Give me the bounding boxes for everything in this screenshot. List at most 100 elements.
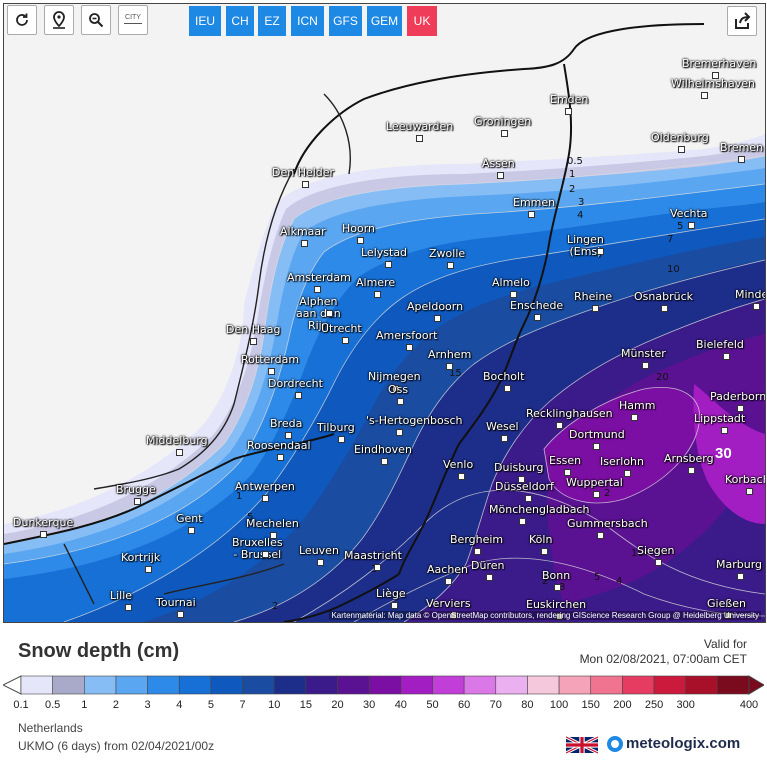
- valid-label: Valid for: [703, 637, 747, 651]
- model-button-uk[interactable]: UK: [407, 6, 437, 36]
- city-label: Tilburg: [317, 421, 355, 434]
- region-label: Netherlands: [18, 721, 83, 735]
- city-marker: [525, 495, 532, 502]
- model-button-ieu[interactable]: IEU: [189, 6, 221, 36]
- city-label: Osnabrück: [634, 290, 693, 303]
- city-marker: [406, 344, 413, 351]
- city-label: Dunkerque: [13, 516, 74, 529]
- city-marker: [176, 449, 183, 456]
- legend-swatch: [685, 675, 718, 695]
- contour-label: 2: [604, 488, 611, 499]
- contour-label: 30: [715, 445, 732, 462]
- city-marker: [397, 398, 404, 405]
- city-label: Bonn: [542, 569, 571, 582]
- city-label: Leuven: [299, 544, 339, 557]
- city-label: Dortmund: [569, 428, 625, 441]
- city-label: Verviers: [426, 597, 471, 610]
- legend-swatch: [52, 675, 85, 695]
- legend-label: 200: [613, 699, 632, 711]
- city-marker: [458, 473, 465, 480]
- city-marker: [250, 338, 257, 345]
- model-button-ch[interactable]: CH: [226, 6, 254, 36]
- contour-label: 2: [569, 184, 576, 195]
- city-marker: [701, 92, 708, 99]
- legend-label: 50: [426, 699, 439, 711]
- contour-label: 2: [272, 601, 279, 612]
- city-marker: [381, 458, 388, 465]
- city-marker: [277, 454, 284, 461]
- city-label: Roosendaal: [247, 439, 311, 452]
- map-pin-icon: [53, 11, 65, 29]
- city-marker: [528, 211, 535, 218]
- city-marker: [446, 363, 453, 370]
- city-marker: [125, 604, 132, 611]
- contour-label: 3: [578, 197, 585, 208]
- city-marker: [678, 146, 685, 153]
- city-label: Lingen (Ems): [567, 233, 604, 258]
- city-marker: [712, 72, 719, 79]
- city-label: Amersfoort: [376, 329, 438, 342]
- city-label: Arnhem: [428, 348, 472, 361]
- city-label: Leeuwarden: [386, 120, 454, 133]
- legend-max-arrow: [748, 675, 765, 695]
- share-button[interactable]: [727, 6, 757, 36]
- legend-swatch: [622, 675, 655, 695]
- city-marker: [342, 337, 349, 344]
- city-label: Gent: [176, 512, 203, 525]
- city-label: Korbach: [725, 473, 766, 486]
- city-marker: [374, 564, 381, 571]
- legend-label: 7: [239, 699, 246, 711]
- location-button[interactable]: [44, 5, 74, 35]
- city-marker: [534, 314, 541, 321]
- city-label: Hoorn: [342, 222, 376, 235]
- city-label: Tournai: [156, 596, 196, 609]
- city-marker: [737, 405, 744, 412]
- page-title: Snow depth (cm): [18, 640, 180, 662]
- city-marker: [396, 429, 403, 436]
- city-toggle-button[interactable]: CITY: [118, 5, 148, 35]
- legend-swatch: [432, 675, 465, 695]
- legend-swatch: [400, 675, 433, 695]
- model-button-ez[interactable]: EZ: [258, 6, 286, 36]
- uk-flag-icon[interactable]: [566, 736, 598, 754]
- city-label: Amsterdam: [287, 271, 351, 284]
- model-button-gfs[interactable]: GFS: [329, 6, 362, 36]
- city-marker: [301, 240, 308, 247]
- city-label: Assen: [482, 157, 515, 170]
- contour-label: 10: [667, 264, 680, 275]
- contour-label: 10: [631, 548, 644, 559]
- legend-swatch: [527, 675, 560, 695]
- city-marker: [556, 422, 563, 429]
- brand-name[interactable]: meteologix.com: [626, 735, 741, 752]
- zoom-button[interactable]: [81, 5, 111, 35]
- legend-label: 40: [394, 699, 407, 711]
- contour-label: 1: [236, 491, 243, 502]
- city-label: Arnsberg: [664, 452, 714, 465]
- city-marker: [738, 156, 745, 163]
- city-marker: [188, 527, 195, 534]
- city-label: Wesel: [486, 420, 519, 433]
- city-label: Rheine: [574, 290, 613, 303]
- refresh-button[interactable]: [7, 5, 37, 35]
- map-canvas[interactable]: 0.5 1 2 3 4 5 7 10 15 20 30 2 5 1 3 2 10…: [3, 3, 766, 623]
- city-marker: [357, 237, 364, 244]
- city-marker: [302, 181, 309, 188]
- city-marker: [285, 432, 292, 439]
- city-marker: [262, 551, 269, 558]
- legend-label: 20: [331, 699, 344, 711]
- city-marker: [501, 435, 508, 442]
- contour-label: 7: [667, 234, 674, 245]
- city-marker: [497, 172, 504, 179]
- legend-label: 0.5: [44, 699, 61, 711]
- city-label: Lelystad: [361, 246, 408, 259]
- city-marker: [541, 548, 548, 555]
- model-button-gem[interactable]: GEM: [367, 6, 402, 36]
- city-label: Paderborn: [710, 390, 766, 403]
- city-marker: [593, 491, 600, 498]
- legend-swatch: [242, 675, 275, 695]
- meteologix-logo-icon: [607, 736, 623, 752]
- legend-label: 300: [676, 699, 695, 711]
- model-button-icn[interactable]: ICN: [291, 6, 324, 36]
- contour-label: 20: [656, 372, 669, 383]
- city-label: Lille: [110, 589, 133, 602]
